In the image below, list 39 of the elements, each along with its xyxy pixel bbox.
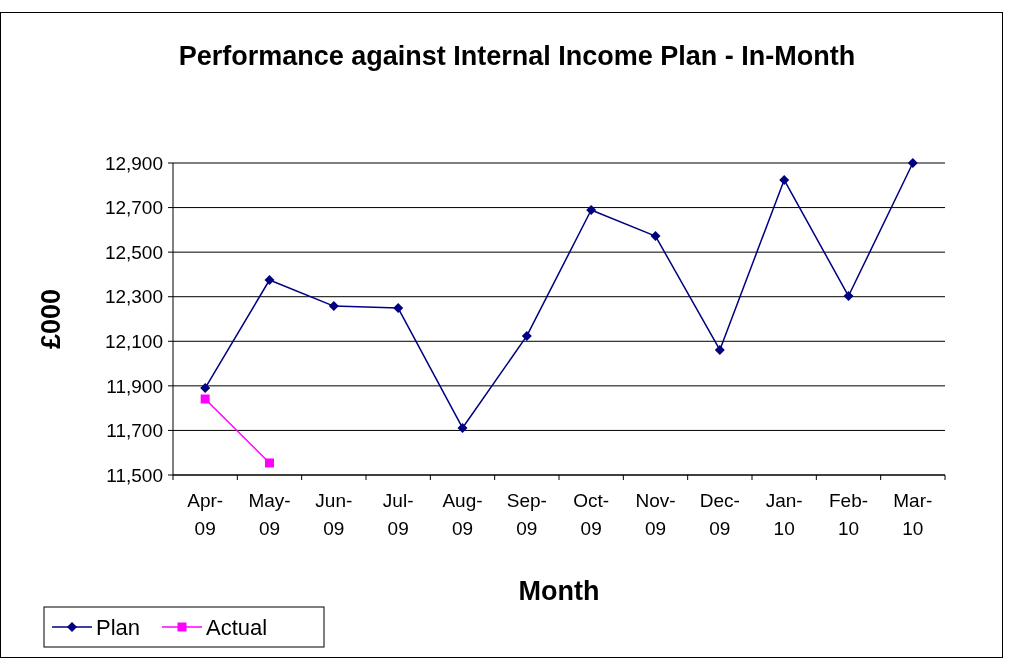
y-tick-label: 12,500 <box>104 241 163 263</box>
x-tick-label: Jun-09 <box>315 490 353 539</box>
legend-label: Plan <box>96 614 141 640</box>
y-tick-label: 12,700 <box>104 197 163 219</box>
x-tick-label: Jul-09 <box>382 490 414 539</box>
x-tick-label: Dec-09 <box>699 490 740 539</box>
point <box>200 383 211 394</box>
point <box>779 174 790 185</box>
x-tick-label: May-09 <box>248 490 291 539</box>
point <box>843 291 854 302</box>
legend-label: Actual <box>206 614 268 640</box>
point <box>650 231 661 242</box>
chart-title: Performance against Internal Income Plan - In-Month <box>178 41 856 71</box>
x-tick-label: Apr-09 <box>187 490 224 539</box>
y-tick-label: 12,900 <box>104 152 163 174</box>
y-tick-label: 11,500 <box>106 464 163 486</box>
point <box>393 303 404 314</box>
point <box>457 422 468 433</box>
x-tick-label: Oct-09 <box>573 490 610 539</box>
point <box>907 158 918 168</box>
point <box>200 394 210 404</box>
y-tick-label: 11,900 <box>106 375 163 397</box>
point <box>264 275 275 285</box>
point <box>714 344 725 355</box>
y-tick-label: 11,700 <box>106 420 163 442</box>
x-tick-label: Feb-10 <box>828 490 869 539</box>
x-tick-label: Jan-10 <box>765 490 803 539</box>
x-tick-label: Mar-10 <box>893 490 933 539</box>
y-tick-label: 12,100 <box>104 330 163 352</box>
point <box>328 301 339 312</box>
point <box>265 458 274 468</box>
y-axis-title: £000 <box>36 288 66 350</box>
y-tick-label: 12,300 <box>104 286 163 308</box>
x-tick-label: Aug-09 <box>442 490 483 539</box>
x-tick-label: Sep-09 <box>506 490 547 539</box>
x-axis-title: Month <box>518 576 600 606</box>
point <box>586 205 597 216</box>
point <box>521 330 532 341</box>
x-tick-label: Nov-09 <box>635 490 676 539</box>
